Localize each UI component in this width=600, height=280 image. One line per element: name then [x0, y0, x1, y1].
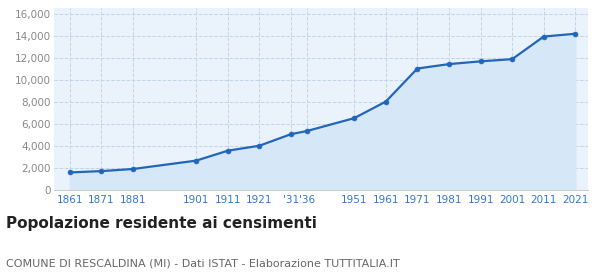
Text: Popolazione residente ai censimenti: Popolazione residente ai censimenti: [6, 216, 317, 231]
Text: COMUNE DI RESCALDINA (MI) - Dati ISTAT - Elaborazione TUTTITALIA.IT: COMUNE DI RESCALDINA (MI) - Dati ISTAT -…: [6, 259, 400, 269]
